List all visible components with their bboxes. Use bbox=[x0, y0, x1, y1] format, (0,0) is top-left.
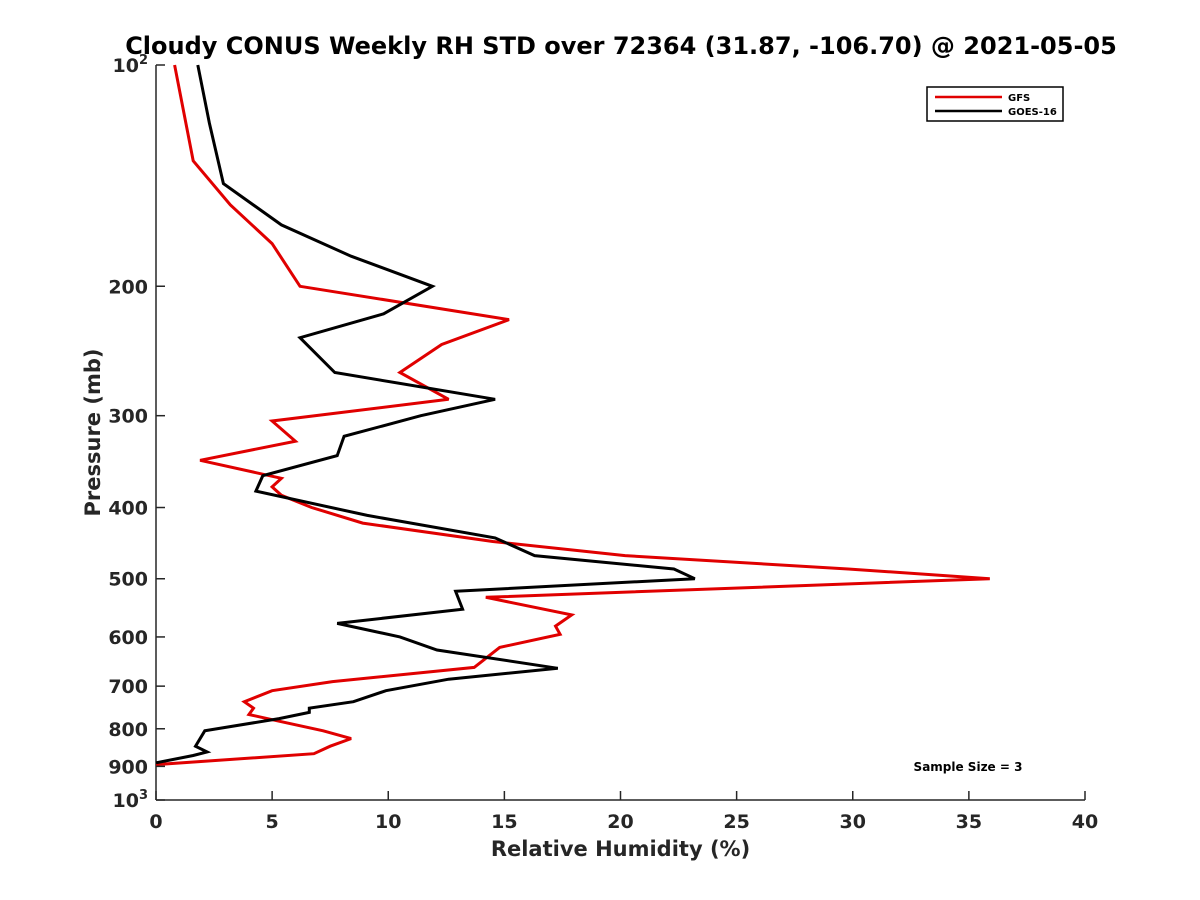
y-tick-label: 900 bbox=[108, 756, 148, 778]
x-tick-label: 15 bbox=[491, 811, 517, 833]
legend-entry: GOES-16 bbox=[1008, 107, 1057, 118]
x-tick-label: 10 bbox=[375, 811, 401, 833]
x-tick-label: 0 bbox=[149, 811, 162, 833]
y-tick-label: 103 bbox=[113, 788, 149, 812]
y-tick-label: 200 bbox=[108, 276, 148, 298]
y-tick-label: 400 bbox=[108, 498, 148, 520]
y-tick-label: 500 bbox=[108, 569, 148, 591]
y-tick-label: 102 bbox=[113, 53, 149, 77]
chart-title: Cloudy CONUS Weekly RH STD over 72364 (3… bbox=[125, 32, 1117, 60]
y-tick-label: 700 bbox=[108, 676, 148, 698]
x-axis-label: Relative Humidity (%) bbox=[491, 837, 750, 861]
y-axis-ticks: 102 200 300 400 500 600 700 800 900 103 bbox=[108, 53, 165, 812]
legend-entry: GFS bbox=[1008, 93, 1030, 104]
series-line-gfs bbox=[155, 64, 990, 767]
y-tick-label: 800 bbox=[108, 719, 148, 741]
series-line-goes-16 bbox=[155, 64, 696, 765]
x-tick-label: 35 bbox=[956, 811, 982, 833]
sample-size-annotation: Sample Size = 3 bbox=[914, 760, 1023, 774]
x-tick-label: 25 bbox=[723, 811, 749, 833]
x-tick-label: 20 bbox=[607, 811, 633, 833]
x-axis-ticks: 0 5 10 15 20 25 30 35 40 bbox=[149, 791, 1098, 833]
x-tick-label: 30 bbox=[840, 811, 866, 833]
legend: GFS GOES-16 bbox=[926, 86, 1064, 122]
plot-area: 0 5 10 15 20 25 30 35 40 102 200 300 400 500 600 700 80… bbox=[108, 53, 1098, 833]
y-tick-label: 300 bbox=[108, 406, 148, 428]
x-tick-label: 40 bbox=[1072, 811, 1098, 833]
y-tick-label: 600 bbox=[108, 627, 148, 649]
series-layer bbox=[155, 64, 990, 767]
y-axis-label: Pressure (mb) bbox=[81, 349, 105, 517]
x-tick-label: 5 bbox=[266, 811, 279, 833]
legend-box bbox=[926, 86, 1064, 122]
